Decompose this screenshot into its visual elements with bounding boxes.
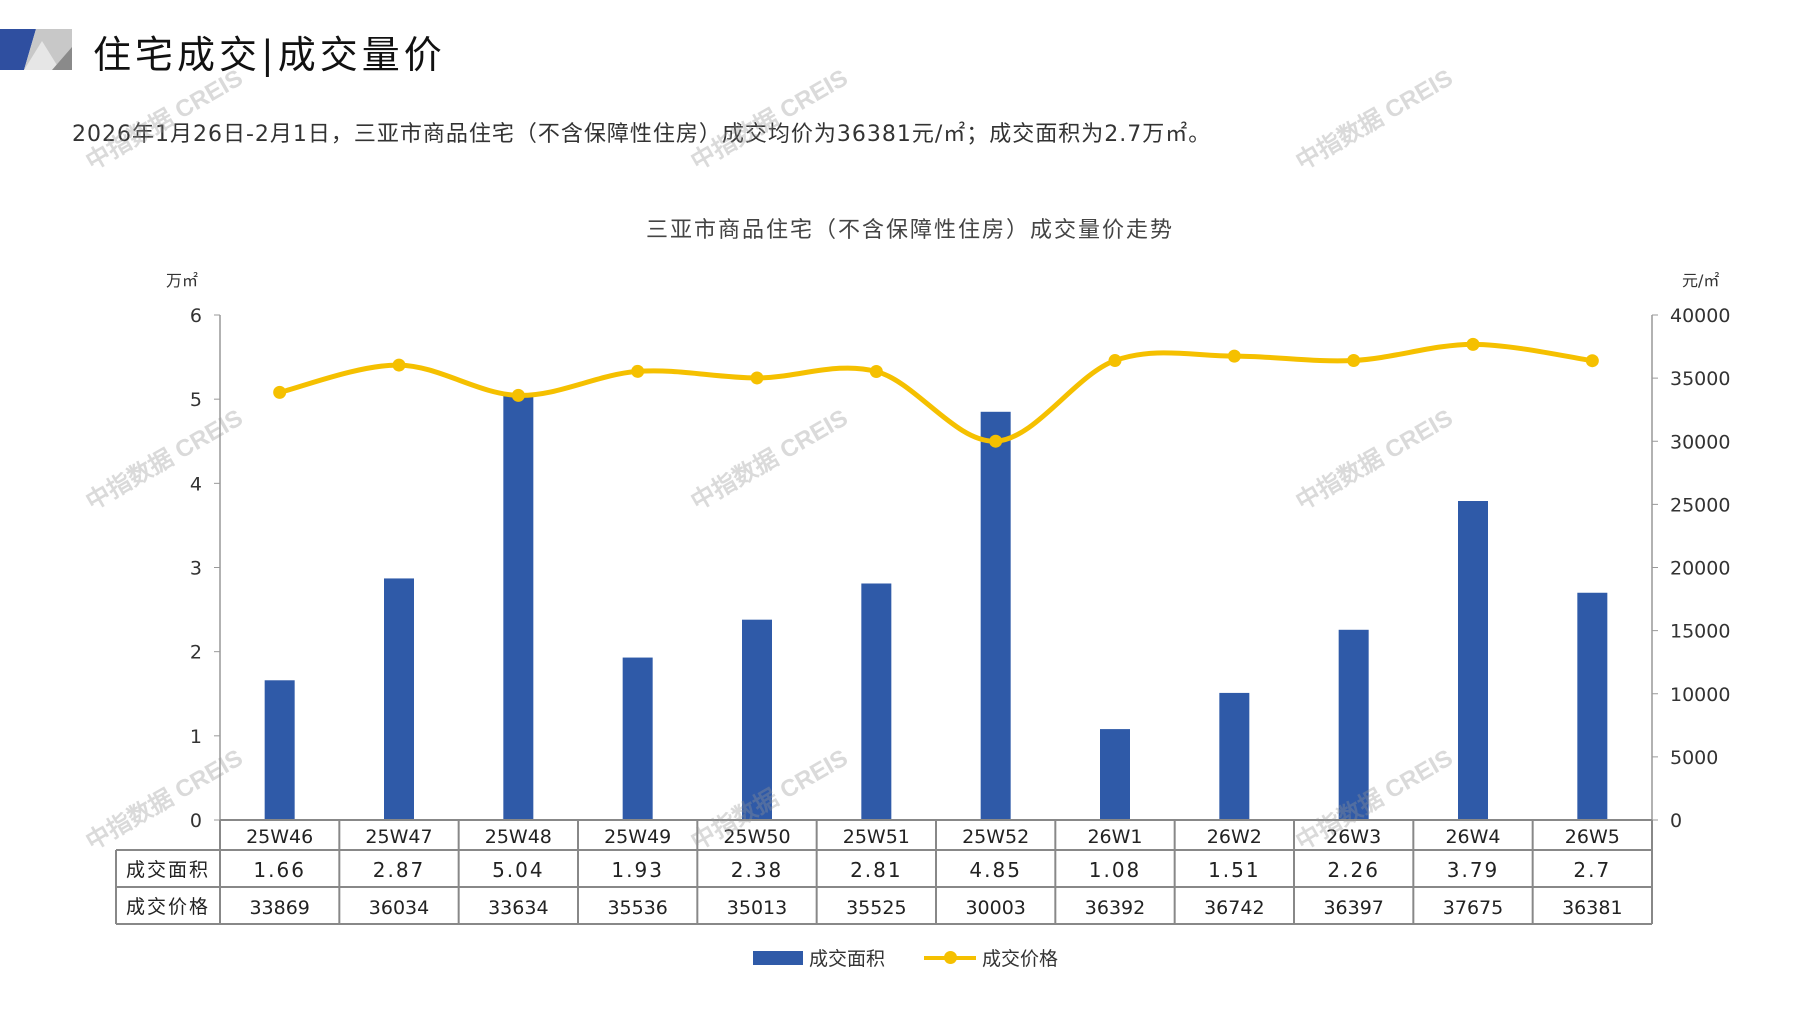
price-value: 37675 [1443,897,1503,919]
right-tick-label: 25000 [1670,494,1730,516]
right-tick-label: 10000 [1670,684,1730,706]
price-value: 33869 [249,897,309,919]
bar-26W1 [1100,729,1130,820]
area-value: 4.85 [969,858,1022,882]
category-label: 26W3 [1326,826,1381,848]
left-axis-unit: 万㎡ [166,271,199,290]
category-label: 25W46 [246,826,313,848]
bar-25W49 [622,657,653,820]
price-point-26W5 [1585,354,1599,368]
left-tick-label: 4 [190,473,202,495]
area-value: 3.79 [1447,858,1500,882]
right-tick-label: 40000 [1670,305,1730,327]
category-label: 25W50 [723,826,790,848]
area-value: 2.81 [850,858,903,882]
price-point-25W48 [511,388,525,402]
price-value: 36397 [1323,897,1383,919]
area-value: 1.08 [1089,858,1142,882]
right-tick-label: 15000 [1670,621,1730,643]
category-label: 25W47 [365,826,432,848]
price-value: 35536 [607,897,667,919]
price-point-26W4 [1466,337,1480,351]
area-value: 2.7 [1573,858,1611,882]
summary-text: 2026年1月26日-2月1日，三亚市商品住宅（不含保障性住房）成交均价为363… [72,122,1212,147]
bar-26W3 [1338,629,1369,820]
category-label: 25W49 [604,826,671,848]
legend-item-price: 成交价格 [924,944,1058,971]
price-point-26W3 [1347,353,1361,367]
price-value: 30003 [965,897,1025,919]
table-row-label: 成交价格 [126,896,210,918]
price-point-25W47 [392,358,406,372]
right-tick-label: 35000 [1670,368,1730,390]
category-label: 26W5 [1565,826,1620,848]
page-title: 住宅成交|成交量价 [93,33,446,77]
price-value: 33634 [488,897,548,919]
price-point-25W46 [273,385,287,399]
legend-item-area: 成交面积 [753,944,885,971]
price-point-26W2 [1227,349,1241,363]
price-point-25W51 [869,364,883,378]
bar-25W46 [264,680,295,820]
price-point-25W49 [631,364,645,378]
left-tick-label: 0 [190,810,202,832]
table-row-label: 成交面积 [126,859,210,881]
category-label: 25W48 [485,826,552,848]
price-value: 36742 [1204,897,1264,919]
bar-26W4 [1458,501,1488,820]
price-point-25W52 [989,434,1003,448]
price-value: 35525 [846,897,906,919]
right-tick-label: 20000 [1670,558,1730,580]
price-point-26W1 [1108,354,1122,368]
legend-bar-swatch [753,950,803,965]
area-value: 2.38 [731,858,784,882]
bar-25W51 [861,583,892,820]
price-line [279,341,1593,444]
right-tick-label: 5000 [1670,747,1718,769]
legend-label: 成交面积 [809,948,886,970]
right-tick-label: 30000 [1670,431,1730,453]
chart-title: 三亚市商品住宅（不含保障性住房）成交量价走势 [645,218,1174,243]
bar-25W47 [384,578,414,820]
price-value: 36392 [1085,897,1145,919]
area-value: 5.04 [492,858,545,882]
price-value: 36034 [369,897,429,919]
bar-25W50 [742,619,772,820]
category-label: 26W1 [1087,826,1142,848]
legend-label: 成交价格 [982,948,1059,970]
area-value: 2.26 [1327,858,1380,882]
area-value: 1.93 [611,858,664,882]
left-tick-label: 5 [190,389,202,411]
category-label: 25W52 [962,826,1029,848]
right-axis-unit: 元/㎡ [1682,271,1720,290]
price-point-25W50 [750,371,764,385]
price-value: 35013 [727,897,787,919]
left-tick-label: 6 [190,305,202,327]
bar-26W2 [1219,692,1250,820]
left-tick-label: 2 [190,642,202,664]
price-value: 36381 [1562,897,1622,919]
area-value: 1.51 [1208,858,1261,882]
area-value: 1.66 [253,858,306,882]
bar-25W48 [503,395,534,820]
bar-26W5 [1577,592,1608,820]
category-label: 25W51 [843,826,910,848]
bar-25W52 [980,411,1011,820]
category-label: 26W2 [1207,826,1262,848]
right-tick-label: 0 [1670,810,1682,832]
area-value: 2.87 [373,858,426,882]
logo-icon [0,29,72,70]
legend-line-swatch [924,950,976,964]
left-tick-label: 3 [190,558,202,580]
left-tick-label: 1 [190,726,202,748]
category-label: 26W4 [1445,826,1500,848]
